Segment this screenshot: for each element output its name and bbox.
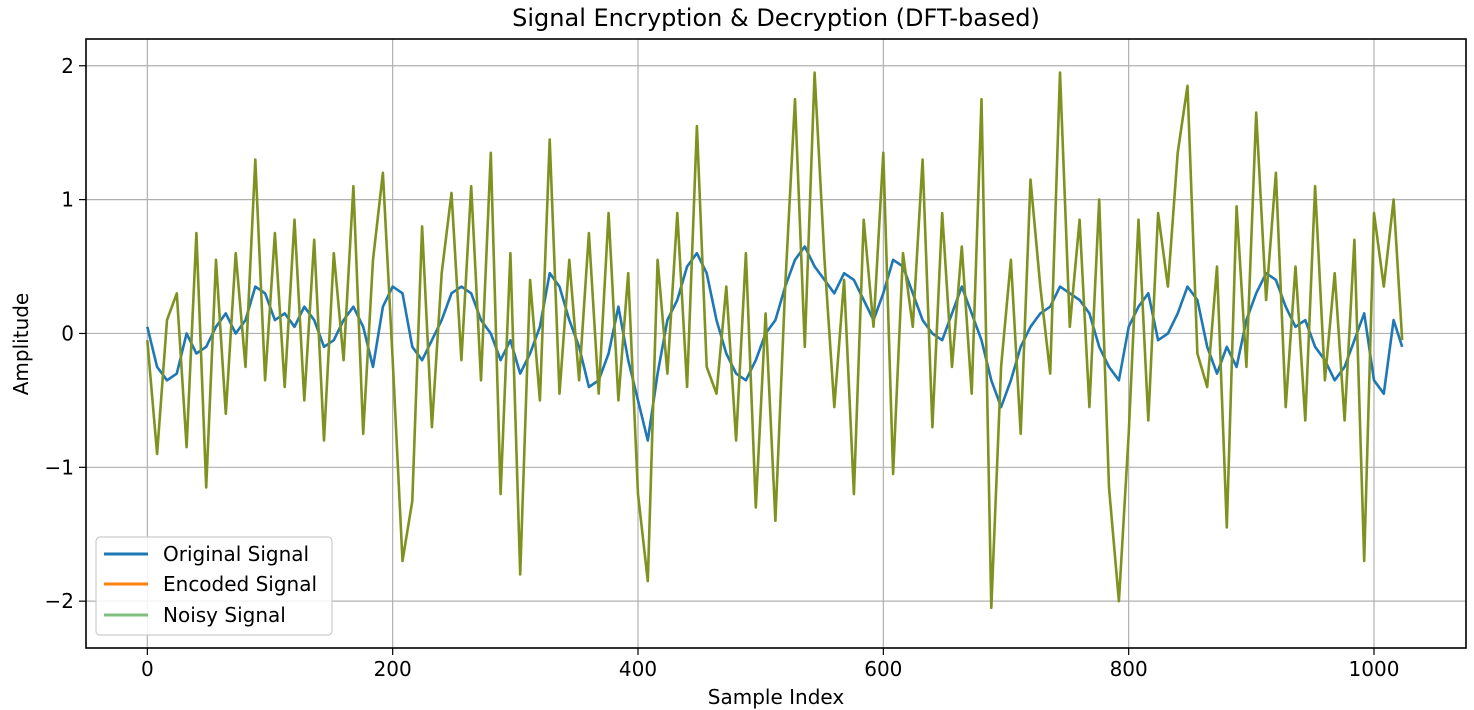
- legend-label-noisy: Noisy Signal: [163, 603, 286, 627]
- x-tick-label: 600: [864, 657, 902, 681]
- legend-box: [95, 536, 333, 636]
- x-tick-label: 1000: [1349, 657, 1400, 681]
- x-tick-label: 0: [141, 657, 154, 681]
- x-tick-label: 200: [374, 657, 412, 681]
- y-axis-label: Amplitude: [9, 293, 33, 396]
- series-line-3: [146, 71, 1404, 610]
- x-axis-label: Sample Index: [708, 685, 845, 709]
- legend-label-encoded: Encoded Signal: [163, 572, 317, 596]
- chart-title: Signal Encryption & Decryption (DFT-base…: [512, 4, 1040, 32]
- x-axis-ticks: 0 200 400 600 800 1000: [141, 648, 1399, 681]
- x-tick-label: 400: [619, 657, 657, 681]
- y-tick-label: 0: [61, 321, 74, 345]
- x-tick-label: 800: [1110, 657, 1148, 681]
- legend-label-original: Original Signal: [163, 542, 309, 566]
- series-lines: [146, 71, 1404, 610]
- y-tick-label: −1: [45, 455, 74, 479]
- legend: Original Signal Encoded Signal Noisy Sig…: [95, 536, 333, 636]
- y-tick-label: −2: [45, 589, 74, 613]
- plot-frame: [85, 38, 1467, 649]
- y-tick-label: 1: [61, 188, 74, 212]
- y-axis-ticks: −2 −1 0 1 2: [45, 54, 86, 613]
- grid: [86, 39, 1466, 648]
- y-tick-label: 2: [61, 54, 74, 78]
